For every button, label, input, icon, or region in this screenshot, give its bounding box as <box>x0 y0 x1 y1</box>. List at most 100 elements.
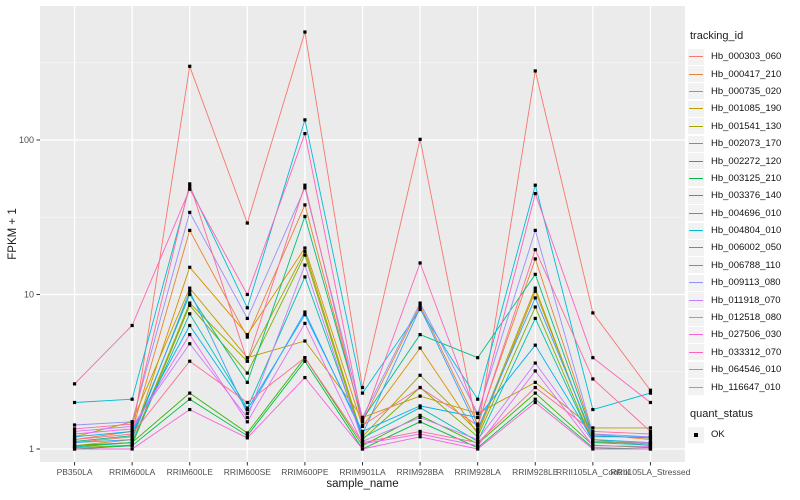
data-point <box>360 391 365 395</box>
data-point <box>591 356 595 360</box>
data-point <box>476 415 480 420</box>
data-point <box>245 400 249 405</box>
legend-item-label: Hb_000417_210 <box>711 68 782 80</box>
data-point <box>533 391 537 395</box>
data-point <box>418 301 422 305</box>
data-point <box>591 426 595 430</box>
data-point <box>418 303 422 308</box>
legend-item-Hb_003125_210: Hb_003125_210 <box>688 170 798 187</box>
legend-item-label: Hb_001085_190 <box>711 103 782 115</box>
data-point <box>533 257 537 261</box>
legend-key-swatch <box>688 257 704 274</box>
line-swatch-icon <box>689 56 703 58</box>
line-swatch-icon <box>689 230 703 232</box>
data-point <box>188 187 192 191</box>
data-point <box>533 286 537 290</box>
data-point <box>188 312 192 316</box>
y-tick-label: 1 <box>29 444 34 454</box>
data-point <box>303 375 307 380</box>
data-point <box>476 397 480 401</box>
data-point <box>360 444 365 448</box>
data-point <box>360 436 365 440</box>
data-point <box>72 432 77 436</box>
data-point <box>476 423 480 428</box>
x-tick-label: RRIM600LE <box>167 467 214 477</box>
legend-item-Hb_000417_210: Hb_000417_210 <box>688 65 798 83</box>
data-point <box>476 427 480 431</box>
legend-item-Hb_002272_120: Hb_002272_120 <box>688 152 798 170</box>
legend-key-swatch <box>688 326 704 343</box>
data-point <box>476 429 480 433</box>
x-tick-label: RRIM928LE <box>512 467 559 477</box>
data-point <box>418 413 422 417</box>
data-point <box>591 435 595 439</box>
data-point <box>476 441 480 445</box>
data-point <box>418 420 422 424</box>
legend-item-label: Hb_000303_060 <box>711 51 782 63</box>
data-point <box>648 400 653 405</box>
data-point <box>188 292 192 297</box>
line-swatch-icon <box>689 282 703 284</box>
data-point <box>418 404 422 408</box>
data-point <box>418 432 422 436</box>
legend-item-label: Hb_006788_110 <box>711 259 781 271</box>
legend-item-label: Hb_012518_080 <box>711 312 782 324</box>
data-point <box>303 313 307 317</box>
legend-key-swatch <box>688 344 704 361</box>
data-point <box>591 407 595 412</box>
data-point <box>303 186 307 190</box>
legend-key-swatch <box>688 361 704 378</box>
legend-item-label: Hb_004804_010 <box>711 225 782 237</box>
data-point <box>130 424 134 429</box>
data-point <box>303 214 307 219</box>
legend-item-label: Hb_033312_070 <box>711 346 782 358</box>
legend-key-swatch <box>688 170 704 187</box>
legend-key-swatch <box>688 205 704 222</box>
data-point <box>418 333 422 337</box>
data-point <box>591 377 595 381</box>
data-point <box>533 316 537 321</box>
data-point <box>648 447 653 451</box>
data-point <box>648 441 653 445</box>
x-axis-title: sample_name <box>326 478 399 490</box>
legend-key-swatch <box>688 274 704 291</box>
data-point <box>130 447 134 451</box>
data-point <box>533 361 537 365</box>
data-point <box>130 438 134 442</box>
data-point <box>245 335 249 339</box>
data-point <box>533 296 537 300</box>
legend-item-Hb_033312_070: Hb_033312_070 <box>688 344 798 361</box>
data-point <box>418 406 422 410</box>
data-point <box>188 342 192 346</box>
data-point <box>591 432 595 436</box>
x-tick-label: RRIM928LA <box>455 467 502 477</box>
data-point <box>72 423 77 427</box>
data-point <box>533 369 537 373</box>
x-tick-label: RRII105LA_Control <box>556 467 630 477</box>
data-point <box>188 407 192 412</box>
data-point <box>418 385 422 390</box>
legend-item-Hb_006002_050: Hb_006002_050 <box>688 239 798 256</box>
legend-key-swatch <box>688 135 704 152</box>
legend-item-Hb_002073_170: Hb_002073_170 <box>688 135 798 152</box>
data-point <box>360 415 365 420</box>
data-point <box>533 380 537 384</box>
x-tick-label: PB350LA <box>57 467 93 477</box>
data-point <box>418 373 422 377</box>
data-point <box>533 228 537 232</box>
line-swatch-icon <box>689 212 703 214</box>
y-tick-label: 100 <box>19 135 34 145</box>
line-swatch-icon <box>689 299 703 301</box>
data-point <box>245 292 249 297</box>
data-point <box>591 447 595 451</box>
data-point <box>130 427 134 431</box>
data-point <box>303 339 307 343</box>
legend-item-Hb_006788_110: Hb_006788_110 <box>688 257 798 274</box>
legend-item-Hb_004696_010: Hb_004696_010 <box>688 205 798 222</box>
data-point <box>591 438 595 442</box>
legend-key-swatch <box>688 309 704 326</box>
legend-item-label: Hb_011918_070 <box>711 294 781 306</box>
legend-item-label: Hb_003125_210 <box>711 172 782 184</box>
data-point <box>476 411 480 415</box>
